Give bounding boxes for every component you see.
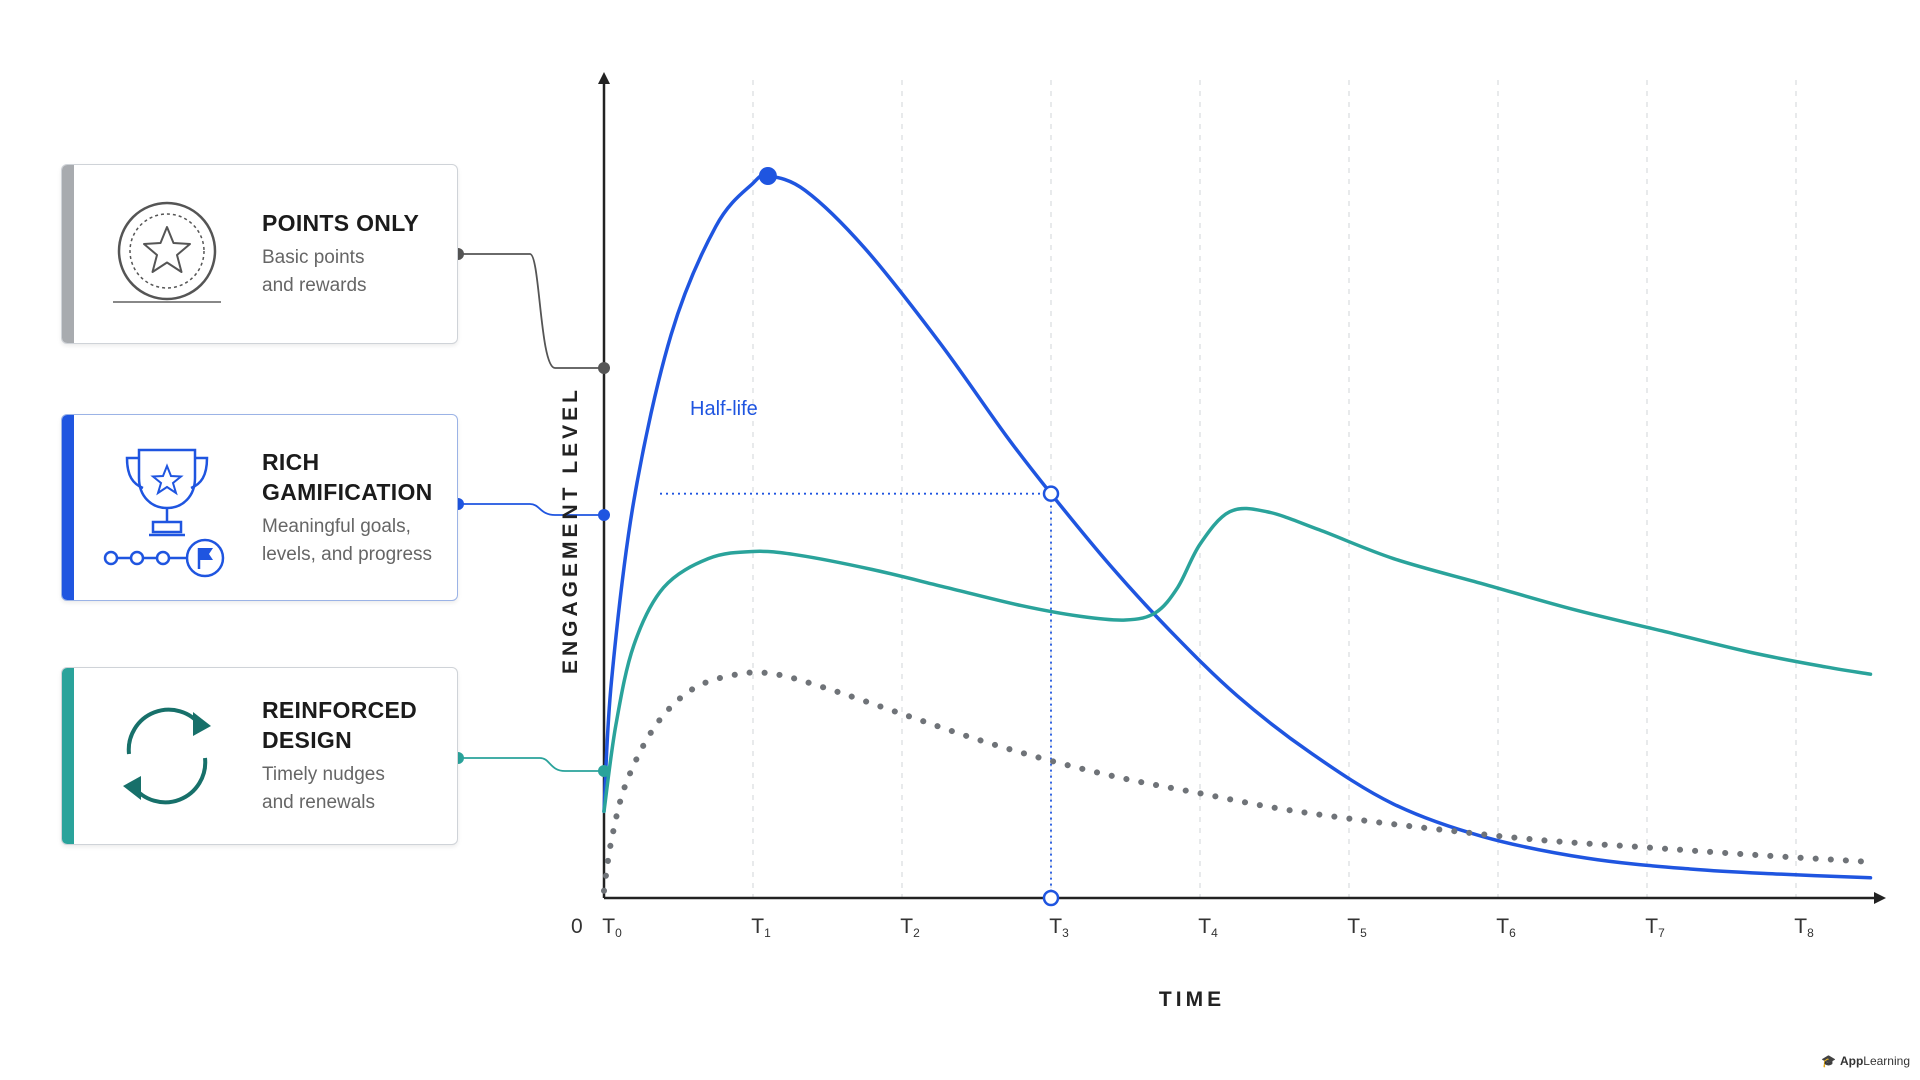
x-tick-label: T7 [1645, 915, 1665, 940]
card-accent-bar [62, 415, 74, 600]
x-tick-label: T8 [1794, 915, 1814, 940]
x-tick-label: T2 [900, 915, 920, 940]
brand-name-rest: Learning [1863, 1054, 1910, 1068]
x-tick-label: T1 [751, 915, 771, 940]
x-axis-title: TIME [1158, 988, 1226, 1011]
card-description: Basic points and rewards [262, 247, 367, 296]
card-description: Meaningful goals, levels, and progress [262, 515, 433, 565]
graduation-cap-icon: 🎓 [1821, 1054, 1836, 1068]
series-layer [601, 173, 1874, 894]
half-life-label: Half-life [690, 398, 758, 420]
brand-name-bold: App [1839, 1054, 1864, 1068]
y-axis-arrow [598, 72, 610, 84]
x-tick-label: T5 [1347, 915, 1367, 940]
axes [598, 72, 1886, 904]
connector-points [458, 253, 604, 369]
card-description: Timely nudges and renewals [262, 764, 385, 813]
half-life-axis-marker [1042, 889, 1060, 907]
series-line-points [601, 669, 1874, 894]
y-axis-title: ENGAGEMENT LEVEL [559, 385, 582, 675]
x-tick-label: T4 [1198, 915, 1218, 940]
x-tick-label: T3 [1049, 915, 1069, 940]
connector-points-end-dot [598, 362, 610, 374]
trophy-progress-icon [92, 415, 242, 600]
connector-reinforced-end-dot [598, 765, 610, 777]
connector-rich-end-dot [598, 509, 610, 521]
x-tick-label: T6 [1496, 915, 1516, 940]
connector-rich [458, 503, 604, 516]
card-reinforced-design: REINFORCED DESIGN Timely nudges and rene… [61, 667, 458, 845]
card-accent-bar [62, 668, 74, 844]
star-badge-icon [92, 165, 242, 343]
card-accent-bar [62, 165, 74, 343]
card-rich-gamification: RICH GAMIFICATION Meaningful goals, leve… [61, 414, 458, 601]
markers [452, 167, 1060, 907]
peak-marker [758, 167, 777, 185]
x-axis-arrow [1874, 892, 1886, 904]
origin-label: 0 [571, 915, 583, 938]
card-connectors [458, 253, 604, 772]
grid-lines [660, 80, 1797, 898]
x-tick-label: T0 [602, 915, 622, 940]
series-line-reinforced [602, 506, 1873, 814]
card-title: REINFORCED DESIGN [262, 697, 418, 753]
connector-reinforced [458, 757, 604, 772]
card-points-only: POINTS ONLY Basic points and rewards [61, 164, 458, 344]
card-title: POINTS ONLY [262, 210, 420, 236]
series-line-rich [602, 173, 1873, 880]
brand-logo: 🎓 AppLearning [1821, 1054, 1910, 1068]
refresh-cycle-icon [92, 668, 242, 844]
half-life-marker [1042, 485, 1060, 502]
card-title: RICH GAMIFICATION [262, 448, 433, 505]
